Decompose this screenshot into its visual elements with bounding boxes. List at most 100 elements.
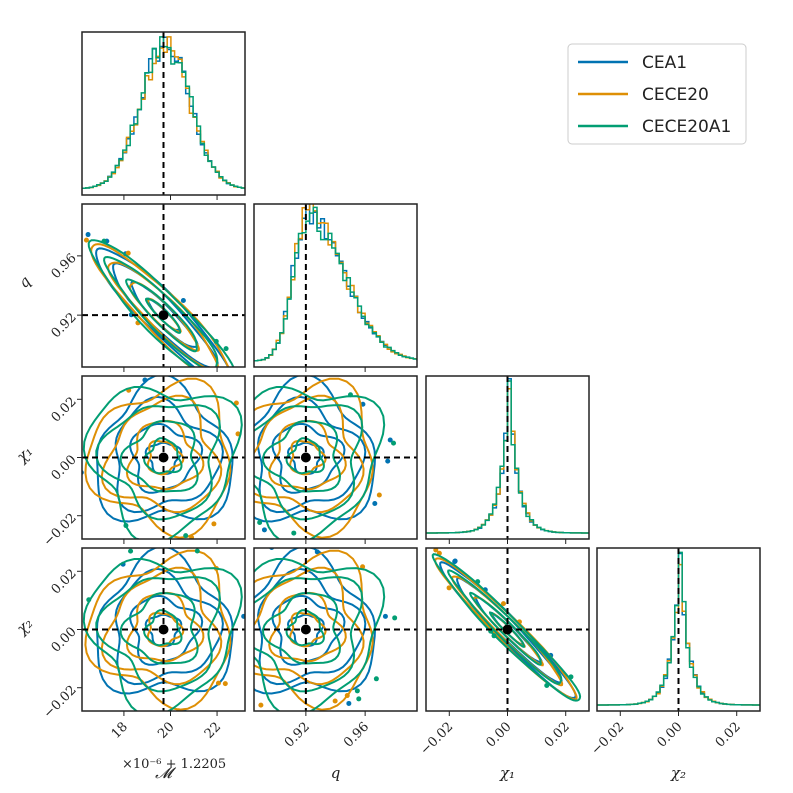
outlier-CECE20A1 <box>373 676 379 682</box>
outlier-CECE20 <box>211 521 217 527</box>
x-tick-label: 0.96 <box>341 719 372 750</box>
x-tick-label: −0.02 <box>589 719 628 758</box>
hist-chi2-CECE20A1 <box>597 551 760 706</box>
panel-mc-mc <box>81 31 246 200</box>
outlier-CECE20A1 <box>185 714 190 719</box>
panel-frame <box>253 203 418 368</box>
x-tick-label: 0.00 <box>654 719 685 750</box>
x-tick-label: 20 <box>155 719 177 741</box>
outlier-CEA1 <box>346 700 352 706</box>
contour-chi2-q-CEA1 <box>257 567 367 686</box>
x-tick-label: 0.00 <box>483 719 514 750</box>
panel-content <box>597 548 760 711</box>
contour-q-mc-CECE20A1 <box>125 278 198 353</box>
outlier-CECE20 <box>332 698 338 704</box>
contour-chi2-q-CECE20 <box>289 611 327 648</box>
outlier-CECE20A1 <box>101 238 107 244</box>
outlier-CEA1 <box>372 501 378 507</box>
legend-label-CECE20: CECE20 <box>642 85 709 105</box>
panel-content <box>426 376 589 539</box>
outlier-CECE20A1 <box>475 579 481 585</box>
y-axis-label-chi1: χ₁ <box>12 442 36 466</box>
contour-q-mc-CECE20A1 <box>103 255 219 367</box>
truth-point <box>502 624 513 635</box>
x-axis-label-chi1: χ₁ <box>499 764 515 782</box>
outlier-CEA1 <box>76 442 81 447</box>
contour-q-mc-CECE20A1 <box>145 297 182 334</box>
outlier-CEA1 <box>245 617 250 622</box>
hist-chi2-CEA1 <box>597 552 760 706</box>
hist-mc-CECE20A1 <box>82 36 245 190</box>
outlier-CECE20 <box>433 548 439 553</box>
x-tick-label: 22 <box>202 719 224 741</box>
y-axis-label-q: q <box>15 272 35 292</box>
outlier-CEA1 <box>385 458 391 464</box>
truth-point <box>300 624 311 635</box>
outlier-CECE20A1 <box>86 597 92 603</box>
panel-chi2-q: 0.92 0.96 <box>253 547 418 751</box>
outlier-CECE20 <box>500 601 506 607</box>
y-tick-label: −0.02 <box>41 511 80 550</box>
outlier-CEA1 <box>452 559 458 565</box>
outlier-CECE20 <box>189 535 195 539</box>
outlier-CECE20A1 <box>568 674 574 680</box>
x-tick-label: 0.02 <box>542 719 573 750</box>
outlier-CECE20 <box>258 702 264 708</box>
panel-chi1-q <box>227 375 418 545</box>
contour-q-mc-CEA1 <box>112 262 219 367</box>
contour-chi1-q-CEA1 <box>257 395 367 514</box>
legend-label-CECE20A1: CECE20A1 <box>642 117 731 137</box>
legend-box <box>567 43 747 145</box>
hist-mc-CECE20 <box>82 36 245 190</box>
x-tick-label: 0.92 <box>282 719 313 750</box>
x-axis-label-chi2: χ₂ <box>670 764 686 782</box>
outlier-CEA1 <box>593 712 598 717</box>
outlier-CECE20 <box>233 400 239 406</box>
outlier-CECE20 <box>324 540 329 545</box>
panel-frame <box>253 375 418 540</box>
outlier-CECE20A1 <box>223 346 229 352</box>
hist-chi1-CEA1 <box>426 377 589 534</box>
contour-chi2-chi1-CECE20A1 <box>447 569 563 685</box>
y-axis-label-chi2: χ₂ <box>12 614 36 638</box>
contour-chi2-chi1-CECE20A1 <box>431 553 582 702</box>
outlier-CECE20A1 <box>213 338 219 344</box>
contour-chi1-mc-CECE20A1 <box>119 420 199 493</box>
panel-content <box>82 204 251 394</box>
outlier-CECE20A1 <box>123 523 129 529</box>
hist-q-CEA1 <box>254 204 417 362</box>
outlier-CECE20A1 <box>227 409 232 414</box>
contour-chi1-q-CECE20 <box>254 394 365 514</box>
hist-q-CECE20 <box>254 204 417 362</box>
outlier-CECE20 <box>125 250 131 256</box>
panel-content <box>77 548 250 719</box>
outlier-CECE20A1 <box>544 682 550 688</box>
outlier-CEA1 <box>180 298 186 304</box>
outlier-CECE20A1 <box>246 464 251 469</box>
panel-q-mc: 0.92 0.96 q <box>15 203 251 394</box>
contour-chi1-q-CECE20A1 <box>261 420 342 493</box>
outlier-CECE20A1 <box>257 520 263 526</box>
contour-q-mc-CECE20A1 <box>87 239 235 367</box>
panel-frame <box>81 203 246 368</box>
outlier-CECE20A1 <box>391 440 397 446</box>
y-tick-label: 0.02 <box>49 394 80 425</box>
panel-content <box>254 204 417 367</box>
outlier-CECE20A1 <box>248 468 253 473</box>
outlier-CECE20 <box>344 693 350 699</box>
outlier-CECE20A1 <box>77 623 82 628</box>
outlier-CECE20 <box>446 585 452 591</box>
truth-point <box>158 624 169 635</box>
outlier-CECE20A1 <box>347 392 353 398</box>
contour-chi1-mc-CECE20 <box>100 394 223 514</box>
contour-chi2-mc-CECE20 <box>146 611 185 648</box>
contour-q-mc-CEA1 <box>95 247 230 367</box>
outlier-CECE20A1 <box>246 389 251 394</box>
panel-content <box>254 548 417 711</box>
panel-chi1-chi1 <box>425 375 590 544</box>
contour-chi1-q-CECE20A1 <box>254 404 364 521</box>
panel-content <box>426 548 598 717</box>
panel-frame <box>81 31 246 196</box>
